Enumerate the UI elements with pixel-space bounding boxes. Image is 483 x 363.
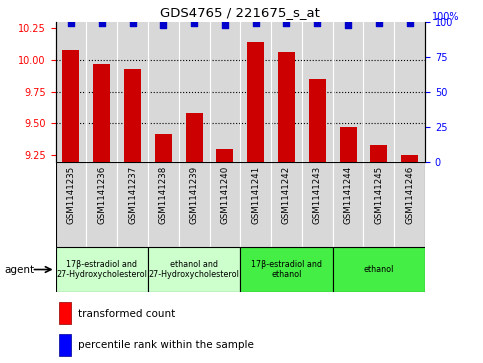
Bar [340,127,356,162]
Text: GSM1141240: GSM1141240 [220,166,229,224]
Bar [185,113,202,162]
Bar [364,162,394,247]
Bar [394,162,425,247]
Title: GDS4765 / 221675_s_at: GDS4765 / 221675_s_at [160,6,320,19]
Bar [271,162,302,247]
Bar [247,42,264,162]
Bar [62,50,79,162]
Text: GSM1141245: GSM1141245 [374,166,384,224]
Text: GSM1141239: GSM1141239 [190,166,199,224]
Bar [117,162,148,247]
Bar [56,247,148,292]
Text: GSM1141241: GSM1141241 [251,166,260,224]
Text: GSM1141236: GSM1141236 [97,166,106,224]
Text: GSM1141237: GSM1141237 [128,166,137,224]
Bar [240,162,271,247]
Bar [155,134,172,162]
Bar [93,64,110,162]
Point [252,20,259,26]
Text: ethanol: ethanol [364,265,394,274]
Point [159,22,167,28]
Text: 17β-estradiol and
ethanol: 17β-estradiol and ethanol [251,260,322,279]
Bar [401,155,418,162]
Text: GSM1141238: GSM1141238 [159,166,168,224]
Bar [333,247,425,292]
Point [128,20,136,26]
Bar [370,145,387,162]
Bar [278,52,295,162]
Text: agent: agent [5,265,35,274]
Point [98,20,106,26]
Point [67,20,75,26]
Point [406,20,413,26]
Bar [240,247,333,292]
Text: GSM1141244: GSM1141244 [343,166,353,224]
Point [313,20,321,26]
Text: transformed count: transformed count [78,309,175,319]
Bar [86,162,117,247]
Text: GSM1141243: GSM1141243 [313,166,322,224]
Bar [59,302,71,325]
Point [190,20,198,26]
Bar [333,162,364,247]
Text: 100%: 100% [432,12,460,22]
Point [344,22,352,28]
Bar [210,162,240,247]
Text: ethanol and
27-Hydroxycholesterol: ethanol and 27-Hydroxycholesterol [149,260,240,279]
Text: GSM1141242: GSM1141242 [282,166,291,224]
Text: 17β-estradiol and
27-Hydroxycholesterol: 17β-estradiol and 27-Hydroxycholesterol [57,260,147,279]
Bar [59,334,71,356]
Text: percentile rank within the sample: percentile rank within the sample [78,340,254,350]
Bar [148,162,179,247]
Text: GSM1141235: GSM1141235 [67,166,75,224]
Point [283,20,290,26]
Point [375,20,383,26]
Bar [216,149,233,162]
Text: GSM1141246: GSM1141246 [405,166,414,224]
Bar [148,247,241,292]
Bar [56,162,86,247]
Bar [179,162,210,247]
Bar [302,162,333,247]
Point [221,22,229,28]
Bar [124,69,141,162]
Bar [309,79,326,162]
